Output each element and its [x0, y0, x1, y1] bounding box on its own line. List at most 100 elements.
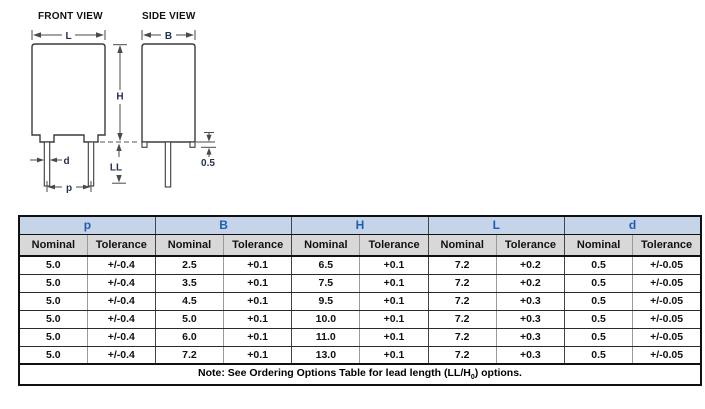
table-row: 5.0 +/-0.4 2.5 +0.1 6.5 +0.1 7.2 +0.2 0.5 +/-0.05 — [19, 256, 701, 275]
table-cell: 0.5 — [563, 274, 633, 293]
group-header-b: B — [154, 216, 292, 235]
note-row: Note: See Ordering Options Table for lea… — [19, 363, 701, 385]
table-cell: 2.5 — [154, 256, 224, 275]
table-row: 5.0 +/-0.4 5.0 +0.1 10.0 +0.1 7.2 +0.3 0.5 +/-0.0… — [19, 310, 701, 329]
table-cell: +0.1 — [359, 346, 429, 364]
table-cell: 5.0 — [154, 310, 224, 329]
table-row: 5.0 +/-0.4 4.5 +0.1 9.5 +0.1 7.2 +0.3 0.5 +/-0.05 — [19, 292, 701, 311]
side-view-body — [141, 43, 196, 143]
table-cell: +0.1 — [359, 256, 429, 275]
table-cell: 9.5 — [291, 292, 360, 311]
column-header: Nominal — [427, 234, 497, 257]
table-cell: 6.5 — [291, 256, 360, 275]
table-cell: 4.5 — [154, 292, 224, 311]
table-cell: 5.0 — [19, 274, 88, 293]
table-cell: +/-0.05 — [632, 256, 701, 275]
column-header: Tolerance — [223, 234, 292, 257]
front-view-body — [31, 43, 106, 143]
table-cell: 7.2 — [154, 346, 224, 364]
table-cell: +/-0.05 — [632, 274, 701, 293]
table-cell: +/-0.4 — [86, 292, 156, 311]
dim-b: B — [141, 30, 196, 42]
front-view-title: FRONT VIEW — [38, 11, 103, 22]
column-header: Tolerance — [359, 234, 429, 257]
table-cell: +/-0.4 — [86, 328, 156, 347]
table-cell: +/-0.4 — [86, 310, 156, 329]
group-header-l: L — [427, 216, 565, 235]
front-view-drawing — [31, 43, 106, 187]
table-cell: +0.1 — [223, 310, 292, 329]
side-view-lead — [164, 141, 172, 188]
table-cell: 7.2 — [427, 274, 497, 293]
table-cell: 11.0 — [291, 328, 360, 347]
column-header: Nominal — [154, 234, 224, 257]
table-cell: +/-0.05 — [632, 292, 701, 311]
table-cell: +0.1 — [359, 328, 429, 347]
dim-standoff: 0.5 — [196, 132, 216, 169]
table-cell: +0.1 — [359, 310, 429, 329]
table-row: 5.0 +/-0.4 7.2 +0.1 13.0 +0.1 7.2 +0.3 0.5 +/-0.0… — [19, 346, 701, 364]
note-text-suffix: ) options. — [474, 367, 522, 380]
side-view-title: SIDE VIEW — [142, 11, 196, 22]
side-view-drawing — [141, 43, 196, 188]
table-cell: +/-0.05 — [632, 328, 701, 347]
subheader-row: Nominal Tolerance Nominal Tolerance Nomi… — [19, 234, 701, 257]
table-cell: +0.1 — [223, 328, 292, 347]
table-cell: 6.0 — [154, 328, 224, 347]
dim-label-standoff: 0.5 — [201, 158, 215, 169]
group-header-p: p — [19, 216, 156, 235]
table-cell: 0.5 — [563, 310, 633, 329]
table-cell: 5.0 — [19, 310, 88, 329]
column-header: Nominal — [19, 234, 88, 257]
column-header: Nominal — [291, 234, 360, 257]
note-text-prefix: Note: See Ordering Options Table for lea… — [198, 367, 471, 380]
table-cell: 5.0 — [19, 292, 88, 311]
table-cell: 0.5 — [563, 346, 633, 364]
dim-label-ll: LL — [110, 163, 122, 174]
group-header-row: p B H L d — [19, 216, 701, 235]
table-cell: +0.1 — [223, 274, 292, 293]
table-cell: +/-0.05 — [632, 310, 701, 329]
dim-ll: LL — [110, 143, 126, 184]
table-cell: 7.2 — [427, 256, 497, 275]
table-cell: 5.0 — [19, 346, 88, 364]
dim-d: d — [30, 156, 70, 167]
table-cell: +0.3 — [495, 310, 565, 329]
table-cell: 7.5 — [291, 274, 360, 293]
table-cell: +0.3 — [495, 328, 565, 347]
dim-label-d: d — [63, 156, 69, 167]
table-cell: +0.1 — [359, 292, 429, 311]
dim-label-p: p — [66, 183, 72, 194]
dimension-diagram: FRONT VIEW SIDE VIEW L B — [30, 11, 216, 194]
table-cell: 7.2 — [427, 346, 497, 364]
dim-l: L — [31, 30, 106, 42]
table-cell: 5.0 — [19, 328, 88, 347]
dim-label-b: B — [165, 31, 172, 42]
dimensions-table: p B H L d Nominal Tolerance Nominal Tole… — [18, 215, 702, 386]
side-standoff-right — [189, 141, 196, 148]
table-note: Note: See Ordering Options Table for lea… — [19, 363, 701, 385]
table-row: 5.0 +/-0.4 6.0 +0.1 11.0 +0.1 7.2 +0.3 0.5 +/-0.0… — [19, 328, 701, 347]
front-lead-right — [87, 141, 95, 187]
table-cell: 7.2 — [427, 310, 497, 329]
table-cell: 7.2 — [427, 292, 497, 311]
table-cell: +/-0.4 — [86, 346, 156, 364]
dim-p: p — [46, 181, 92, 194]
table-cell: +/-0.4 — [86, 256, 156, 275]
table-cell: +0.3 — [495, 292, 565, 311]
table-cell: +/-0.05 — [632, 346, 701, 364]
group-header-h: H — [291, 216, 429, 235]
table-cell: 3.5 — [154, 274, 224, 293]
table-cell: +0.1 — [223, 346, 292, 364]
dim-h: H — [113, 44, 127, 141]
table-cell: +0.2 — [495, 274, 565, 293]
table-cell: +0.1 — [223, 292, 292, 311]
table-cell: 0.5 — [563, 292, 633, 311]
column-header: Tolerance — [495, 234, 565, 257]
table-cell: +0.1 — [223, 256, 292, 275]
dim-label-l: L — [65, 31, 71, 42]
table-cell: 7.2 — [427, 328, 497, 347]
front-lead-left — [43, 141, 51, 187]
column-header: Tolerance — [86, 234, 156, 257]
